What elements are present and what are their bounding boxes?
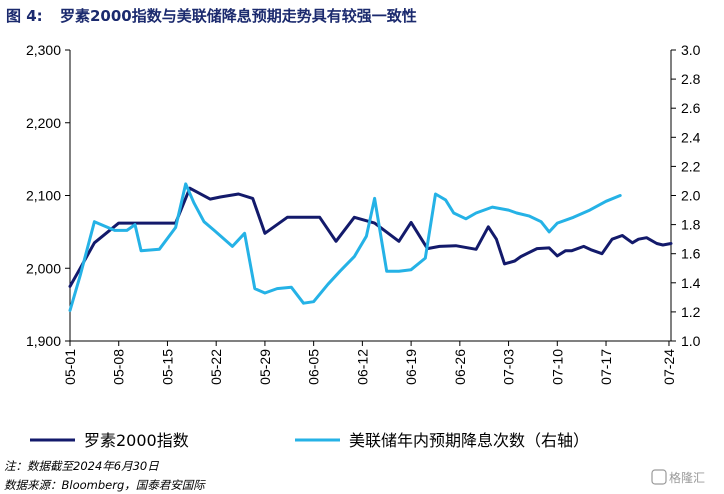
chart-title: 罗素2000指数与美联储降息预期走势具有较强一致性 [60,7,417,25]
y-left-tick-label: 2,300 [26,42,61,58]
y-right-tick-label: 2.6 [681,100,701,116]
y-right-tick-label: 1.8 [681,217,701,233]
footnote-source: 数据来源：Bloomberg，国泰君安国际 [4,478,206,492]
axes: 1,900 2,000 2,100 2,200 2,300 1.0 1.2 1.4 1.6 1.8… [26,42,701,385]
x-tick-label: 05-08 [111,349,127,385]
legend: 罗素2000指数 美联储年内预期降息次数（右轴） [30,431,589,450]
y-right-tick-label: 3.0 [681,42,701,58]
series-line-fed-rate-cuts [68,182,622,312]
x-tick-label: 07-24 [661,349,677,385]
figure-number: 图 4: [6,7,43,25]
y-right-tick-label: 2.2 [681,158,701,174]
y-left-tick-label: 2,000 [26,260,61,276]
y-right-tick-label: 1.2 [681,304,701,320]
x-tick-label: 07-10 [549,349,565,385]
y-right-tick-label: 2.4 [681,129,701,145]
watermark: 格隆汇 [651,469,705,485]
y-right-tick-label: 1.6 [681,246,701,262]
legend-label-fed: 美联储年内预期降息次数（右轴） [349,431,589,450]
x-tick-label: 05-01 [62,349,78,385]
x-tick-label: 05-15 [159,349,175,385]
series-line-russell-2000 [68,186,673,288]
x-tick-label: 06-19 [403,349,419,385]
legend-label-russell: 罗素2000指数 [84,431,189,450]
footnote-note: 注：数据截至2024年6月30日 [4,459,159,473]
x-tick-label: 05-22 [208,349,224,385]
y-right-tick-label: 2.8 [681,71,701,87]
watermark-logo-icon [651,469,667,485]
y-right-tick-label: 1.4 [681,275,701,291]
series-layer [68,182,673,312]
x-tick-label: 06-05 [306,349,322,385]
x-tick-label: 05-29 [257,349,273,385]
x-tick-label: 06-12 [354,349,370,385]
y-right-tick-label: 2.0 [681,188,701,204]
y-right-tick-label: 1.0 [681,333,701,349]
y-left-tick-label: 2,100 [26,188,61,204]
y-left-tick-label: 2,200 [26,115,61,131]
x-tick-label: 07-17 [598,349,614,385]
x-tick-label: 06-26 [452,349,468,385]
y-left-tick-label: 1,900 [26,333,61,349]
watermark-text: 格隆汇 [669,470,705,485]
x-tick-label: 07-03 [501,349,517,385]
